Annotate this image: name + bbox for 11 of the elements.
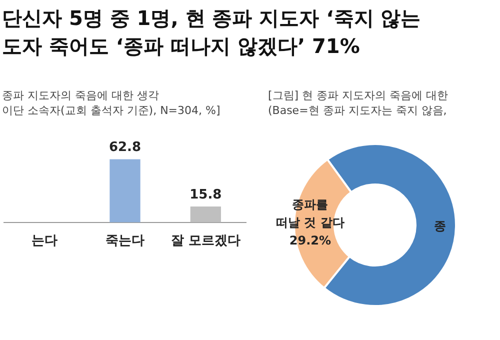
x-tick-label: 는다 bbox=[31, 234, 58, 249]
data-label: 29.2% bbox=[289, 233, 332, 248]
chart-subtitle: 종파 지도자의 죽음에 대한 생각 이단 소속자(교회 출석자 기준), N=304, %] bbox=[2, 88, 220, 118]
chart-subtitle: [그림] 현 종파 지도자의 죽음에 대한 (Base=현 종파 지도자는 죽지 않음, bbox=[268, 88, 448, 118]
chart-title: 단신자 5명 중 1명, 현 종파 지도자 ‘죽지 않는 도자 죽어도 ‘종파 떠나지 않겠다’ 71% bbox=[2, 5, 421, 60]
x-tick-label: 죽는다 bbox=[106, 234, 144, 249]
x-tick-label: 잘 모르겠다 bbox=[170, 234, 240, 249]
data-label: 15.8 bbox=[190, 187, 222, 202]
data-label: 62.8 bbox=[108, 140, 142, 156]
slice-label: 종 bbox=[434, 218, 446, 233]
slice-label: 종파를 떠날 것 같다 bbox=[276, 197, 344, 230]
